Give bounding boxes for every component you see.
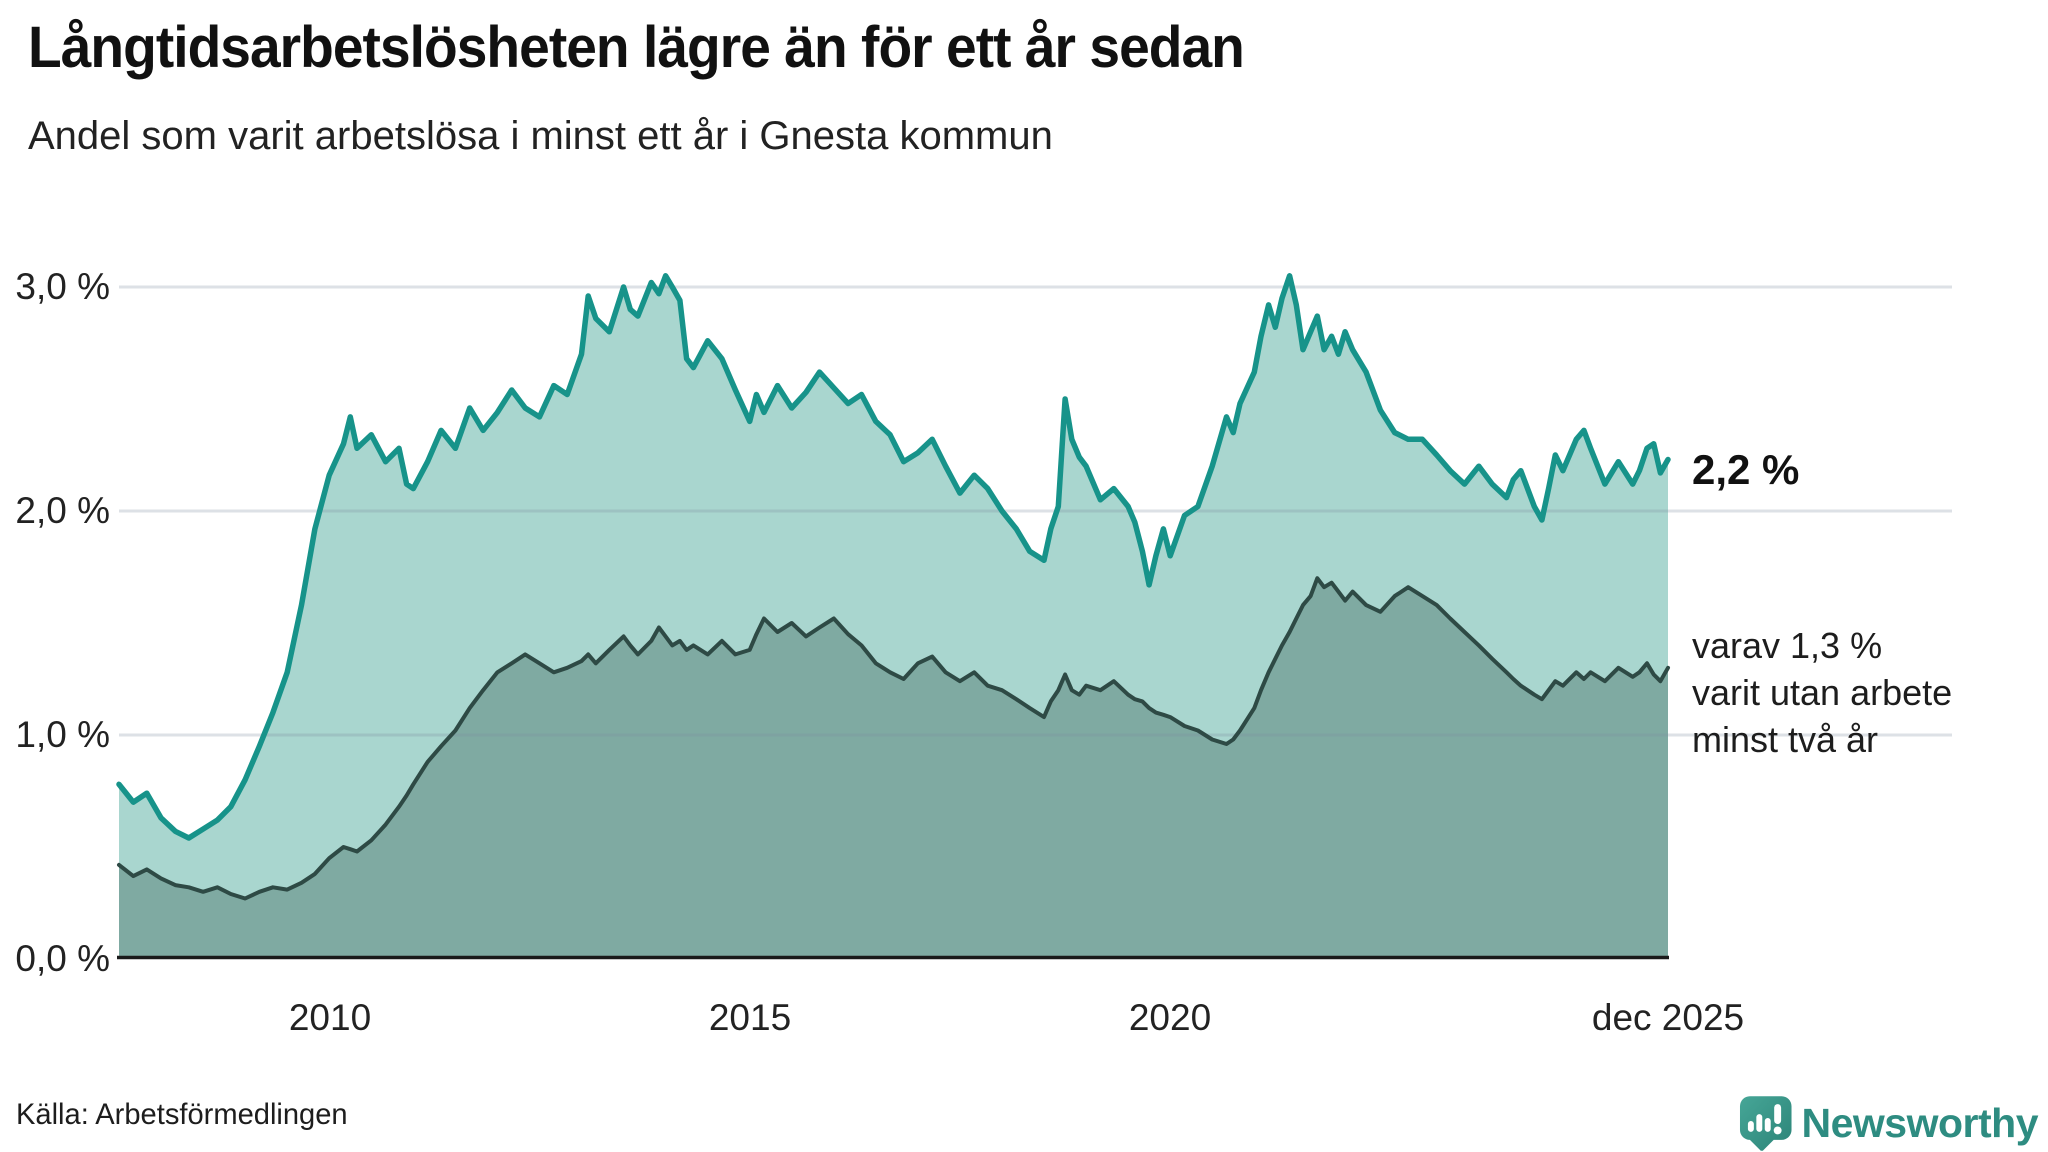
x-tick-dec-2025: dec 2025	[1591, 997, 1745, 1038]
secondary-label-line-2: varit utan arbete	[1692, 672, 1953, 713]
exclamation-glyph	[1773, 1104, 1782, 1135]
x-tick-2015: 2015	[708, 997, 792, 1038]
source-note: Källa: Arbetsförmedlingen	[16, 1098, 348, 1131]
line-unemployed-1yr	[116, 273, 1671, 841]
newsworthy-logo: Newsworthy	[1738, 1094, 2038, 1152]
secondary-label-line-1: varav 1,3 %	[1692, 625, 1883, 666]
y-tick-3: 3,0 %	[15, 266, 110, 307]
bar-chart-glyph	[1747, 1114, 1771, 1132]
newsworthy-logo-icon	[1739, 1096, 1792, 1151]
x-tick-2010: 2010	[288, 997, 372, 1038]
secondary-label-line-3: minst två år	[1692, 719, 1879, 760]
chart-subtitle: Andel som varit arbetslösa i minst ett å…	[28, 114, 1053, 158]
page-title: Långtidsarbetslösheten lägre än för ett …	[28, 15, 1245, 80]
end-value-label: 2,2 %	[1692, 446, 1800, 493]
area-unemployed-2yr	[119, 578, 1668, 959]
x-tick-2020: 2020	[1128, 997, 1212, 1038]
newsworthy-logo-text: Newsworthy	[1801, 1099, 2039, 1146]
gridlines	[119, 285, 1952, 737]
y-tick-0: 0,0 %	[15, 938, 110, 979]
y-tick-1: 1,0 %	[15, 714, 110, 755]
line-unemployed-2yr	[117, 576, 1670, 901]
chart-areas	[119, 275, 1668, 959]
y-tick-2: 2,0 %	[15, 490, 110, 531]
secondary-series-label: varav 1,3 % varit utan arbete minst två …	[1692, 622, 1952, 763]
